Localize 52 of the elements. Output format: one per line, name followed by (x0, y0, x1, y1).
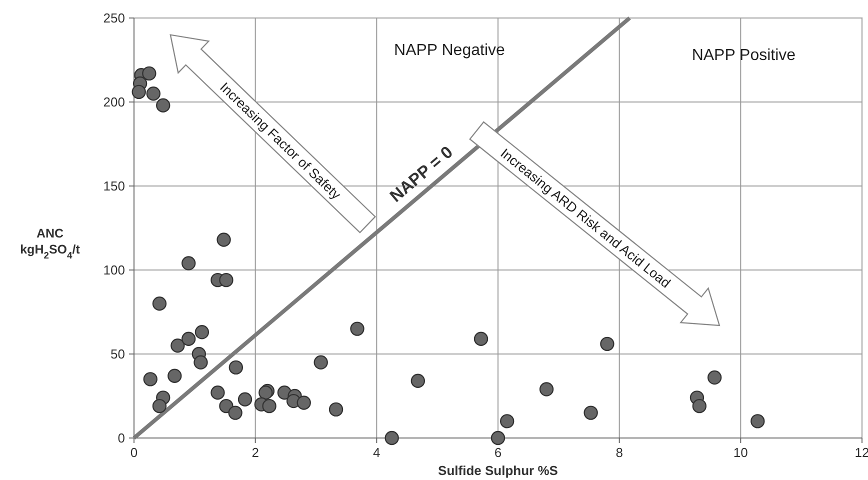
point (132, 84, 146, 100)
y-axis-title: ANC kgH$_{2}$SO$_{4}$/t (20, 226, 81, 261)
x-axis-title: Sulfide Sulphur %S (438, 463, 558, 478)
y-tick-label: 50 (110, 346, 125, 362)
point (216, 232, 231, 247)
point (228, 406, 242, 420)
annotation: NAPP Positive (692, 47, 796, 64)
point (170, 338, 185, 353)
point (490, 430, 506, 446)
y-tick-label: 0 (118, 430, 125, 446)
point (692, 398, 707, 414)
point (168, 368, 182, 383)
point (210, 386, 225, 400)
point (314, 355, 328, 370)
point (152, 398, 167, 414)
point (146, 86, 161, 101)
point (228, 360, 244, 375)
x-tick-label: 2 (252, 445, 259, 460)
point (328, 402, 344, 417)
point (600, 336, 614, 352)
point (350, 322, 364, 336)
x-tick-label: 8 (616, 445, 623, 460)
point (500, 414, 514, 428)
point (152, 296, 167, 311)
point (584, 406, 598, 420)
point (182, 332, 196, 346)
point (142, 66, 156, 81)
point (262, 398, 276, 414)
point (296, 396, 311, 410)
x-tick-label: 10 (733, 445, 748, 460)
x-tick-label: 6 (494, 445, 502, 460)
y-tick-label: 150 (103, 178, 125, 194)
y-tick-label: 250 (103, 10, 125, 26)
y-tick-label: 200 (103, 94, 125, 110)
point (539, 382, 554, 396)
point (156, 98, 170, 112)
annotation: NAPP Negative (394, 42, 506, 59)
y-tick-label: 100 (103, 262, 125, 278)
point (194, 355, 208, 370)
point (194, 325, 210, 340)
point (410, 374, 426, 388)
point (750, 414, 765, 428)
point (238, 392, 252, 406)
x-tick-label: 4 (373, 445, 380, 460)
x-tick-label: 0 (130, 445, 138, 460)
point (707, 370, 722, 385)
point (219, 398, 234, 414)
point (143, 372, 158, 386)
point (182, 256, 196, 270)
point (384, 430, 399, 446)
point (219, 272, 234, 288)
point (474, 332, 488, 346)
